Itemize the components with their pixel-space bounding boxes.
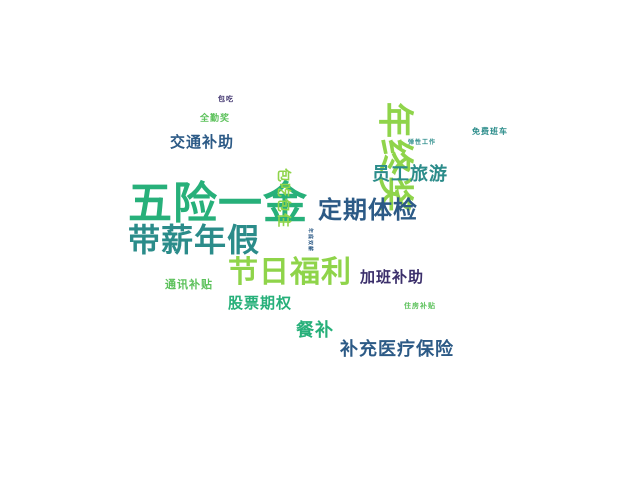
word: 餐补 (296, 320, 334, 341)
word: 免费班车 (472, 127, 508, 136)
word: 节日福利 (228, 255, 352, 290)
word: 股票期权 (228, 294, 293, 312)
word: 员工旅游 (372, 164, 448, 185)
word: 补充医疗保险 (340, 339, 454, 360)
word: 包吃 (218, 95, 234, 103)
word: 带薪年假 (128, 221, 261, 259)
word: 弹性工作 (408, 139, 437, 146)
word: 定期体检 (318, 196, 418, 224)
word: 五险一金 (128, 178, 308, 229)
word: 全勤奖 (200, 114, 231, 124)
word: 加班补助 (360, 268, 425, 286)
word: 年底双薪 (307, 228, 313, 253)
word: 通讯补贴 (165, 278, 213, 291)
word: 交通补助 (170, 133, 235, 151)
word: 住房补贴 (404, 302, 436, 310)
word: 包吃包住 (275, 168, 291, 228)
